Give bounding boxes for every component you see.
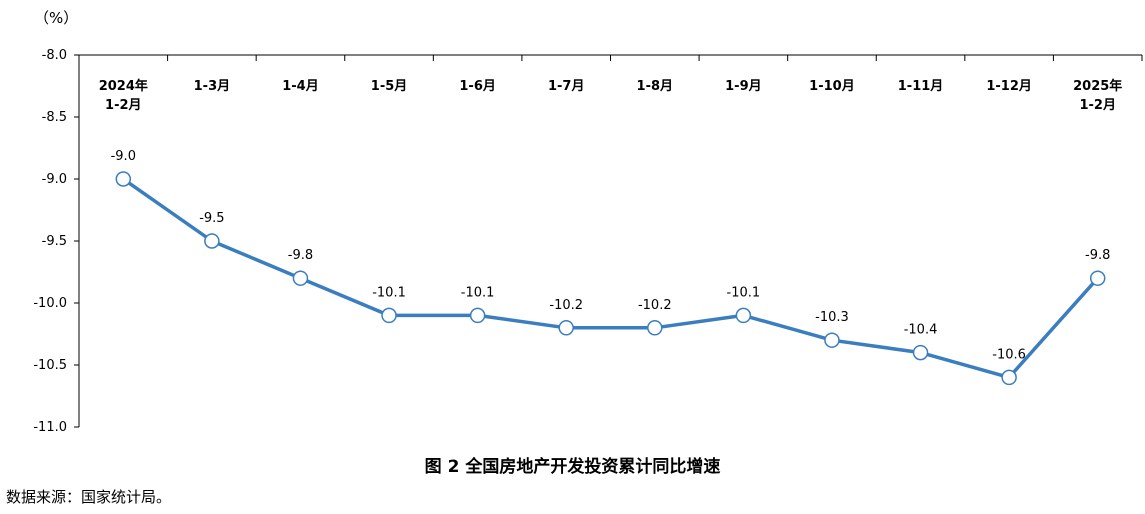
x-category-label: 1-3月 [194,79,231,94]
data-label: -9.8 [288,248,313,263]
x-category-label: 1-10月 [809,79,855,94]
y-tick-label: -9.5 [42,234,67,249]
x-category-label: 1-7月 [548,79,585,94]
x-category-label: 1-8月 [637,79,674,94]
data-point-marker [1089,270,1106,286]
y-tick-label: -11.0 [33,420,67,435]
x-category-label: 1-12月 [986,79,1032,94]
data-label: -10.4 [904,323,938,338]
data-label: -9.0 [111,149,136,164]
y-tick-label: -8.0 [42,48,67,63]
data-label: -10.1 [461,285,495,300]
data-point-marker [204,233,220,249]
data-label: -10.2 [638,298,672,313]
y-unit-label: （%） [34,9,79,27]
data-point-marker [1001,369,1017,386]
y-tick-label: -8.5 [42,110,67,125]
data-point-marker [115,171,132,187]
data-point-marker [647,320,663,336]
data-label: -10.1 [372,285,406,300]
series-line [122,177,1100,380]
data-point-marker [469,307,486,324]
data-label: -10.3 [815,310,849,325]
x-category-label: 1-5月 [371,79,408,94]
data-point-marker [824,332,840,348]
x-category-label: 2025年 [1073,78,1122,94]
data-label: -10.2 [549,298,583,313]
data-point-marker [558,320,574,336]
data-point-marker [292,270,309,286]
y-tick-label: -10.0 [33,296,67,311]
x-category-label: 2024年 [99,78,148,94]
chart-title: 图 2 全国房地产开发投资累计同比增速 [424,457,721,477]
data-label: -10.6 [992,347,1026,362]
x-category-label: 1-11月 [898,79,944,94]
data-label: -9.8 [1085,248,1110,263]
line-chart: -8.0 -8.5 -9.0 -9.5 -10.0 -10.5 -11.0 2024年 1-2月… [33,48,1143,435]
source-note: 数据来源：国家统计局。 [6,488,172,506]
data-label: -9.5 [199,211,224,226]
data-point-marker [912,344,929,361]
x-category-label: 1-4月 [282,79,319,94]
x-category-label: 1-6月 [459,79,496,94]
y-tick-label: -9.0 [42,172,67,187]
x-category-label: 1-2月 [1079,98,1116,113]
y-tick-label: -10.5 [33,358,67,373]
x-category-label: 1-9月 [725,79,762,94]
data-point-marker [381,307,397,324]
x-category-label: 1-2月 [105,98,142,113]
data-label: -10.1 [727,285,761,300]
data-point-marker [735,307,752,324]
